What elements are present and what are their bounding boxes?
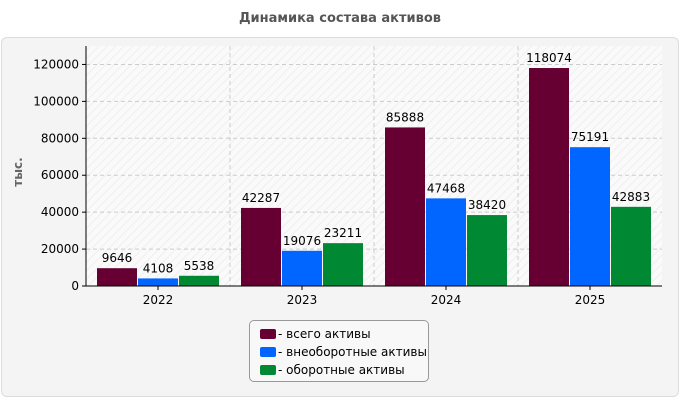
bar-value-label: 5538 [184,259,215,273]
bar-value-label: 85888 [386,110,424,124]
bar [323,243,363,286]
legend: - всего активы - внеоборотные активы - о… [249,320,429,382]
bar [529,68,569,286]
chart-title: Динамика состава активов [238,11,442,26]
bar-value-label: 47468 [427,181,465,195]
axes: 0 20000 40000 60000 80000 100000 120000 2022 202… [33,46,662,307]
y-tick-label: 20000 [41,242,79,256]
x-tick-label: 2022 [143,293,174,307]
bar-value-label: 19076 [283,234,321,248]
y-tick-label: 0 [71,279,79,293]
x-tick-label: 2025 [575,293,606,307]
legend-swatch-noncurrent [260,347,276,357]
y-tick-label: 100000 [33,94,79,108]
bar-value-label: 118074 [526,51,572,65]
y-tick-label: 40000 [41,205,79,219]
bar-value-label: 9646 [102,251,133,265]
x-tick-label: 2024 [431,293,462,307]
y-tick-label: 80000 [41,131,79,145]
bar-value-label: 42883 [612,190,650,204]
bar [385,127,425,287]
bar [97,268,137,286]
legend-item-current: - оборотные активы [260,361,428,379]
bars [97,68,651,287]
bar [570,147,610,286]
legend-label-current: - оборотные активы [278,363,405,377]
legend-item-noncurrent: - внеоборотные активы [260,343,428,361]
legend-swatch-current [260,365,276,375]
bar [179,275,219,286]
y-axis-label: тыс. [11,157,25,186]
bar [282,250,322,286]
bar-value-label: 42287 [242,191,280,205]
legend-label-noncurrent: - внеоборотные активы [278,345,427,359]
legend-item-total: - всего активы [260,325,428,343]
bar-value-label: 38420 [468,198,506,212]
x-tick-label: 2023 [287,293,318,307]
bar-value-label: 75191 [571,130,609,144]
bar [241,207,281,286]
legend-label-total: - всего активы [278,327,371,341]
bar [467,215,507,286]
bar [426,198,466,286]
bar-value-label: 4108 [143,261,174,275]
legend-swatch-total [260,329,276,339]
bar [611,206,651,286]
bar-value-label: 23211 [324,226,362,240]
y-tick-label: 60000 [41,168,79,182]
y-tick-label: 120000 [33,57,79,71]
bar [138,278,178,286]
